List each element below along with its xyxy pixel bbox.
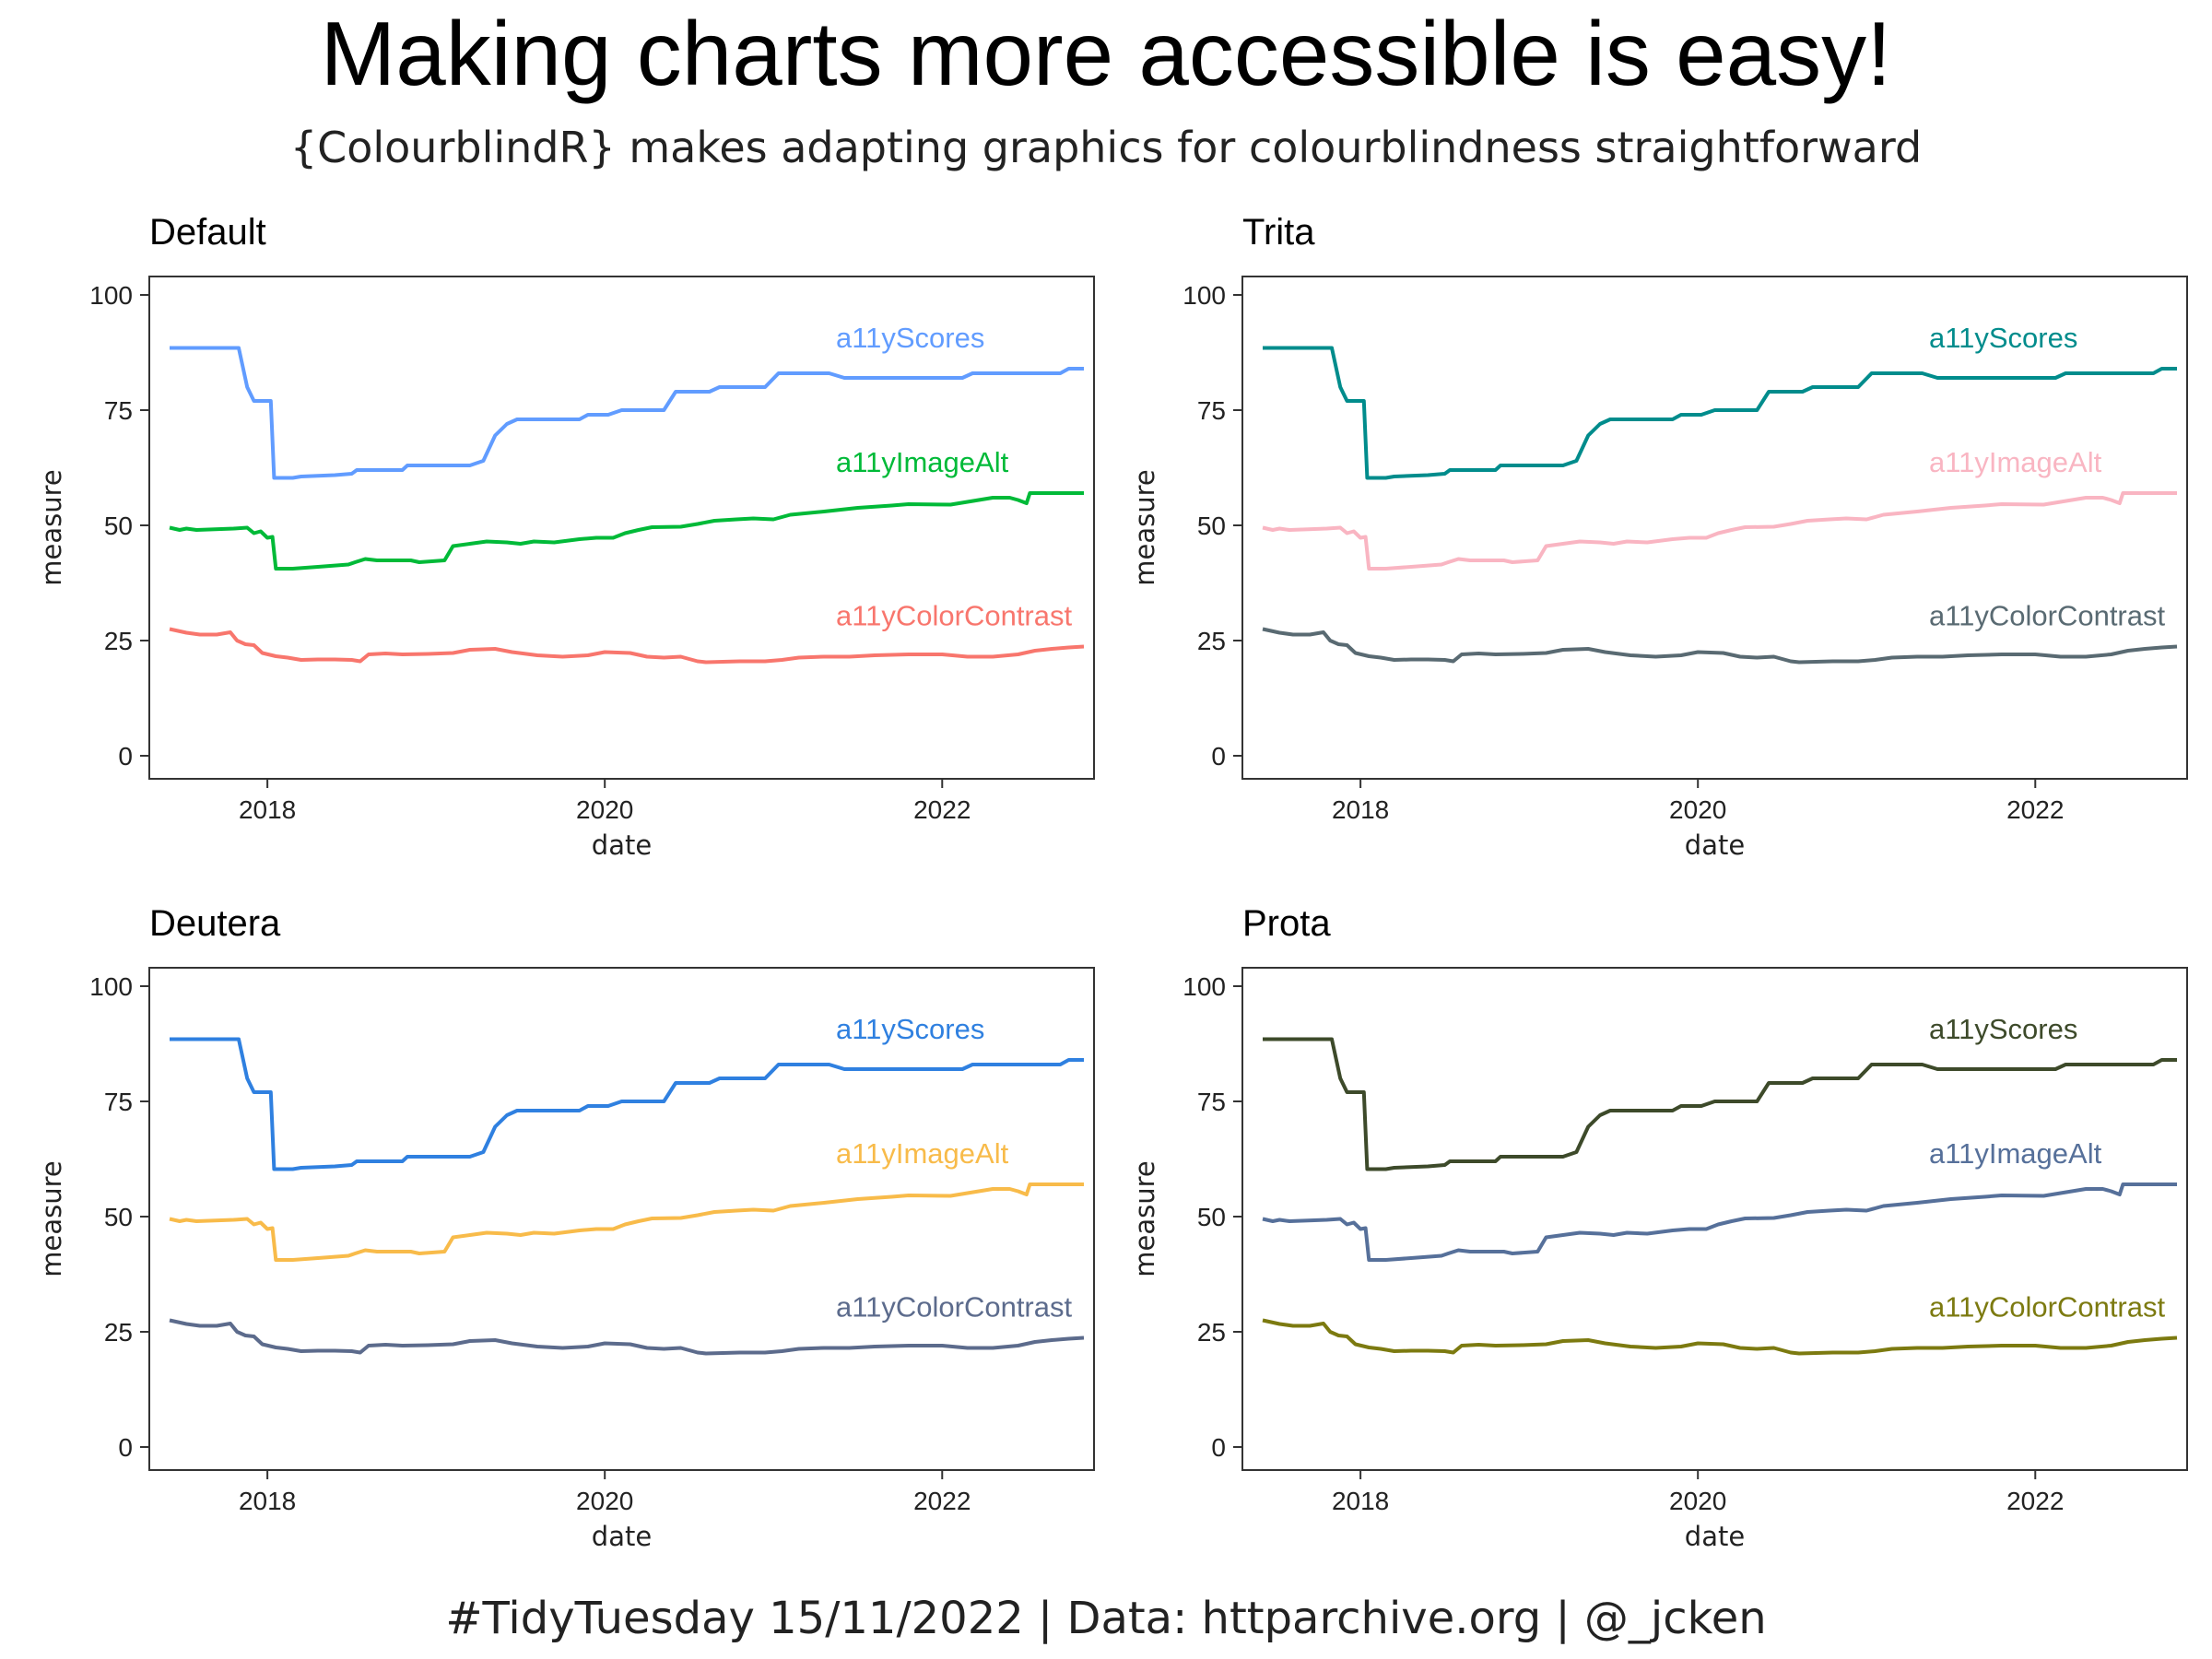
x-tick-label: 2020	[576, 795, 633, 824]
series-line-a11yscores	[1263, 346, 2177, 480]
panel-title: Trita	[1242, 212, 1315, 253]
series-label-a11ycolorcontrast: a11yColorContrast	[1929, 600, 2166, 632]
x-axis-title: date	[1685, 1521, 1745, 1552]
y-tick-label: 50	[104, 512, 133, 540]
x-tick-label: 2020	[576, 1487, 633, 1515]
x-tick-label: 2018	[1332, 795, 1389, 824]
panel-title: Prota	[1242, 903, 1331, 944]
y-tick-label: 50	[1197, 512, 1226, 540]
series-line-a11ycolorcontrast	[169, 627, 1085, 665]
y-axis-title: measure	[36, 469, 67, 585]
y-tick-label: 100	[89, 281, 133, 310]
plot-frame	[1241, 967, 2188, 1471]
y-axis-title: measure	[1129, 469, 1160, 585]
plot-frame	[1241, 276, 2188, 780]
x-tick-label: 2018	[1332, 1487, 1389, 1515]
x-tick-label: 2022	[913, 795, 971, 824]
series-label-a11yimagealt: a11yImageAlt	[1929, 1137, 2102, 1170]
series-line-a11ycolorcontrast	[1262, 1318, 2178, 1356]
panels-group: Default 0 25 50 75 100 2018 2020 2022 date measure…	[36, 212, 2188, 1552]
x-tick-label: 2022	[2006, 795, 2064, 824]
y-tick-label: 75	[104, 396, 133, 425]
series-label-a11yscores: a11yScores	[1929, 1013, 2077, 1045]
series-line-a11ycolorcontrast	[1262, 627, 2178, 665]
series-label-a11yimagealt: a11yImageAlt	[1929, 446, 2102, 478]
panel-title: Deutera	[149, 903, 281, 944]
panel-trita: Trita 0 25 50 75 100 2018 2020 2022 date measure a1…	[1129, 212, 2188, 861]
series-label-a11yimagealt: a11yImageAlt	[836, 1137, 1009, 1170]
series-line-a11yimagealt	[169, 1182, 1084, 1262]
x-axis-title: date	[592, 830, 652, 861]
plot-frame	[148, 276, 1095, 780]
series-label-a11yscores: a11yScores	[1929, 322, 2077, 354]
y-tick-label: 0	[1211, 1433, 1226, 1462]
series-line-a11yimagealt	[1262, 491, 2177, 571]
chart-title: Making charts more accessible is easy!	[321, 3, 1892, 104]
series-line-a11yscores	[1263, 1037, 2177, 1171]
x-axis-title: date	[592, 1521, 652, 1552]
y-tick-label: 100	[89, 972, 133, 1001]
series-label-a11ycolorcontrast: a11yColorContrast	[836, 1291, 1073, 1324]
y-tick-label: 75	[1197, 396, 1226, 425]
x-tick-label: 2022	[2006, 1487, 2064, 1515]
y-tick-label: 100	[1182, 281, 1226, 310]
series-label-a11ycolorcontrast: a11yColorContrast	[836, 600, 1073, 632]
panel-deutera: Deutera 0 25 50 75 100 2018 2020 2022 date measure…	[36, 903, 1095, 1552]
y-tick-label: 25	[104, 1318, 133, 1347]
y-tick-label: 50	[104, 1203, 133, 1231]
x-tick-label: 2018	[239, 1487, 296, 1515]
series-line-a11yscores	[170, 1037, 1084, 1171]
y-tick-label: 0	[118, 1433, 133, 1462]
y-tick-label: 75	[104, 1088, 133, 1116]
series-line-a11yimagealt	[169, 491, 1084, 571]
series-label-a11yscores: a11yScores	[836, 322, 984, 354]
panel-prota: Prota 0 25 50 75 100 2018 2020 2022 date measure a1…	[1129, 903, 2188, 1552]
y-tick-label: 100	[1182, 972, 1226, 1001]
x-tick-label: 2020	[1669, 1487, 1726, 1515]
series-line-a11ycolorcontrast	[169, 1318, 1085, 1356]
y-tick-label: 25	[1197, 627, 1226, 655]
chart-subtitle: {ColourblindR} makes adapting graphics f…	[290, 123, 1922, 172]
y-tick-label: 0	[118, 742, 133, 771]
x-tick-label: 2018	[239, 795, 296, 824]
chart-caption: #TidyTuesday 15/11/2022 | Data: httparch…	[445, 1593, 1766, 1644]
x-tick-label: 2020	[1669, 795, 1726, 824]
series-label-a11ycolorcontrast: a11yColorContrast	[1929, 1291, 2166, 1324]
y-tick-label: 0	[1211, 742, 1226, 771]
panel-title: Default	[149, 212, 266, 253]
y-axis-title: measure	[36, 1160, 67, 1277]
y-tick-label: 50	[1197, 1203, 1226, 1231]
x-tick-label: 2022	[913, 1487, 971, 1515]
y-axis-title: measure	[1129, 1160, 1160, 1277]
series-line-a11yscores	[170, 346, 1084, 480]
series-line-a11yimagealt	[1262, 1182, 2177, 1262]
y-tick-label: 25	[104, 627, 133, 655]
x-axis-title: date	[1685, 830, 1745, 861]
series-label-a11yimagealt: a11yImageAlt	[836, 446, 1009, 478]
panel-default: Default 0 25 50 75 100 2018 2020 2022 date measure…	[36, 212, 1095, 861]
y-tick-label: 75	[1197, 1088, 1226, 1116]
series-label-a11yscores: a11yScores	[836, 1013, 984, 1045]
plot-frame	[148, 967, 1095, 1471]
y-tick-label: 25	[1197, 1318, 1226, 1347]
